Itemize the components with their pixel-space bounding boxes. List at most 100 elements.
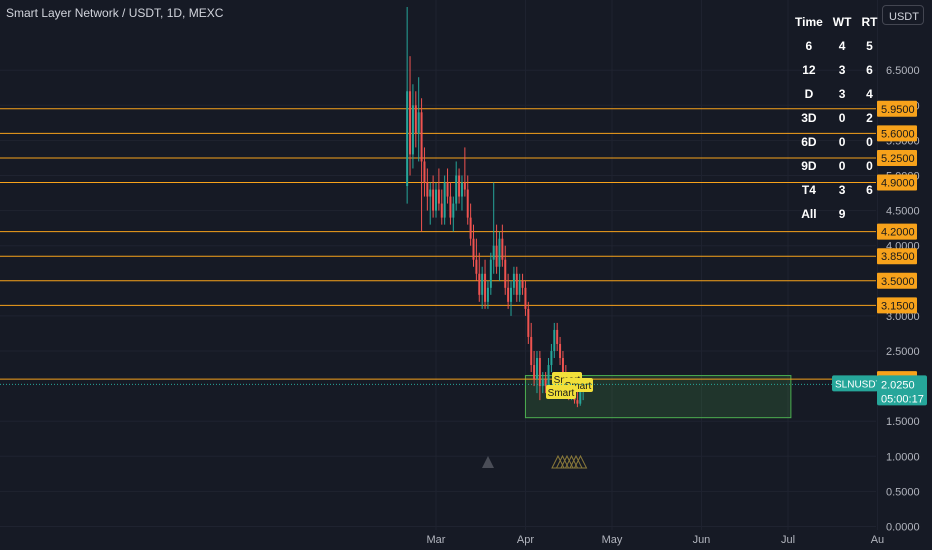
candle-body bbox=[478, 273, 481, 295]
price-tick-label: 3.0000 bbox=[886, 311, 920, 323]
candle-body bbox=[443, 182, 446, 218]
candle-body bbox=[429, 189, 432, 197]
stats-cell: 6D bbox=[801, 135, 817, 149]
stats-cell: 0 bbox=[838, 111, 846, 125]
level-label: 5.9500 bbox=[881, 104, 915, 116]
last-price-value: 2.0250 bbox=[881, 379, 915, 391]
price-tick-label: 6.5000 bbox=[886, 65, 920, 77]
stats-cell: 5 bbox=[866, 39, 873, 53]
candle-body bbox=[576, 400, 579, 404]
signal-marker-label: Smart bbox=[548, 388, 575, 399]
stats-row: 3D 0 2 bbox=[790, 106, 882, 130]
countdown-timer: 05:00:17 bbox=[881, 393, 924, 405]
candle-body bbox=[553, 329, 556, 351]
candle-body bbox=[463, 182, 466, 190]
candle-body bbox=[432, 189, 435, 211]
candle-body bbox=[458, 175, 461, 197]
signal-stats-table: Time WT RT 6 4 5 12 3 6 D 3 4 3D 0 2 6D 0 0 9D 0 0 T4 3 6 All 9 bbox=[790, 10, 882, 226]
triangle-up-icon bbox=[482, 456, 494, 468]
stats-cell: T4 bbox=[801, 183, 816, 197]
candle-body bbox=[504, 259, 507, 288]
candle-body bbox=[515, 273, 518, 295]
stats-header-cell: RT bbox=[861, 15, 878, 29]
stats-cell: 3D bbox=[801, 111, 817, 125]
chart-title: Smart Layer Network / USDT, 1D, MEXC bbox=[6, 6, 224, 20]
candle-body bbox=[561, 358, 564, 373]
candle-body bbox=[437, 189, 440, 204]
stats-row: 6D 0 0 bbox=[790, 130, 882, 154]
level-label-bg bbox=[877, 100, 917, 117]
level-label: 4.2000 bbox=[881, 227, 915, 239]
stats-cell bbox=[856, 202, 882, 226]
candle-body bbox=[486, 287, 489, 302]
time-axis[interactable]: Mar Apr May Jun Jul Au bbox=[427, 534, 885, 546]
level-label: 5.2500 bbox=[881, 153, 915, 165]
stats-cell: 9 bbox=[838, 207, 846, 221]
time-tick-label: May bbox=[602, 534, 623, 546]
signal-markers: SmartSmartSmart bbox=[482, 372, 593, 469]
candle-body bbox=[492, 245, 495, 260]
stats-cell: 4 bbox=[838, 39, 846, 53]
candle-body bbox=[524, 287, 527, 309]
candle-body bbox=[501, 238, 504, 260]
candle-body bbox=[440, 203, 443, 218]
stats-cell: 6 bbox=[805, 39, 813, 53]
candle-body bbox=[417, 112, 420, 134]
candle-body bbox=[414, 105, 417, 134]
time-tick-label: Apr bbox=[517, 534, 534, 546]
stats-row: 12 3 6 bbox=[790, 58, 882, 82]
candle-body bbox=[481, 273, 484, 295]
symbol-tag: SLNUSDT bbox=[835, 379, 882, 390]
chart-grid bbox=[0, 0, 878, 530]
level-label-bg bbox=[877, 248, 917, 265]
candles-layer bbox=[406, 7, 585, 408]
last-price-tag: SLNUSDT 2.0250 05:00:17 bbox=[0, 375, 927, 406]
stats-cell: 6 bbox=[866, 183, 873, 197]
candle-body bbox=[530, 336, 533, 366]
candle-body bbox=[426, 182, 429, 197]
stats-cell: 4 bbox=[866, 87, 873, 101]
level-lines bbox=[0, 108, 876, 380]
candle-body bbox=[420, 112, 423, 162]
candle-body bbox=[411, 105, 414, 155]
candle-body bbox=[466, 189, 469, 218]
level-label: 3.1500 bbox=[881, 300, 915, 312]
stats-cell: D bbox=[804, 87, 814, 101]
candle-body bbox=[472, 238, 475, 260]
stats-cell: 6 bbox=[866, 63, 873, 77]
candle-body bbox=[533, 365, 536, 380]
stats-cell: 0 bbox=[866, 135, 873, 149]
candle-body bbox=[541, 379, 544, 387]
price-tick-label: 1.5000 bbox=[886, 416, 920, 428]
candle-body bbox=[556, 329, 559, 344]
currency-button[interactable]: USDT bbox=[882, 5, 924, 25]
level-label-bg bbox=[877, 149, 917, 166]
stats-header-cell: Time bbox=[795, 15, 823, 29]
stats-cell: 2 bbox=[866, 111, 873, 125]
stats-cell: 9D bbox=[801, 159, 817, 173]
candle-body bbox=[512, 273, 515, 288]
candle-body bbox=[435, 189, 437, 211]
candle-body bbox=[518, 280, 521, 295]
stats-cell: 3 bbox=[838, 63, 846, 77]
time-tick-label: Au bbox=[871, 534, 884, 546]
candle-body bbox=[446, 182, 449, 197]
candle-body bbox=[498, 238, 501, 267]
level-label: 4.9000 bbox=[881, 178, 915, 190]
candle-body bbox=[489, 259, 492, 288]
level-label: 3.5000 bbox=[881, 276, 915, 288]
candle-body bbox=[527, 308, 530, 337]
time-tick-label: Jun bbox=[693, 534, 711, 546]
stats-header-row: Time WT RT bbox=[790, 10, 882, 34]
candle-body bbox=[475, 259, 478, 274]
last-price-tag-bg bbox=[877, 375, 927, 406]
signal-marker-bg bbox=[546, 385, 576, 399]
price-tick-label: 0.0000 bbox=[886, 521, 920, 533]
candle-body bbox=[469, 217, 472, 239]
stats-cell: 0 bbox=[838, 135, 846, 149]
stats-cell: 3 bbox=[838, 87, 846, 101]
candle-body bbox=[521, 280, 524, 288]
level-label: 3.8500 bbox=[881, 251, 915, 263]
stats-row: D 3 4 bbox=[790, 82, 882, 106]
